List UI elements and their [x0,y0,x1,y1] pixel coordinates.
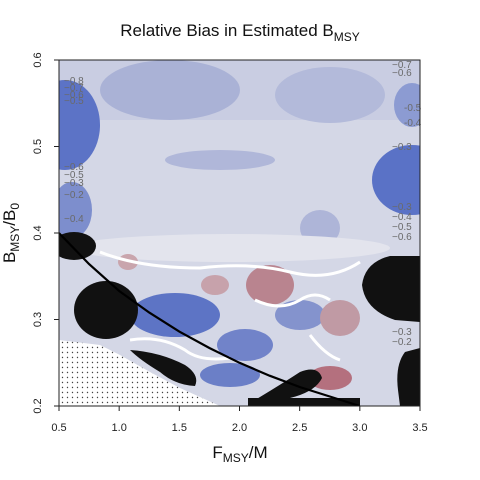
heat-cell-mid-band [165,150,275,170]
contour-label: −0.7 [392,60,412,71]
boundary-curve [59,232,361,406]
masked-regions [59,232,420,406]
x-axis: 0.5 1.0 1.5 2.0 2.5 3.0 3.5 [51,406,428,434]
y-tick-label: 0.6 [32,52,44,67]
x-tick-label: 0.5 [51,422,66,434]
contour-labels-left-mid: −0.6 −0.5 −0.3 −0.2 −0.4 [64,162,84,225]
masked-region-left-lower [74,281,138,339]
y-tick-label: 0.5 [32,139,44,154]
masked-region-bottom-mid [255,369,322,402]
masked-region-left-upper [59,232,96,260]
heat-cell-lower-band [70,234,390,262]
heat-cell-lower-blue-2 [217,329,273,361]
heat-cell-right-blue-2 [394,83,420,127]
heat-cell-red-4 [308,366,352,390]
heat-cell-top-mid [100,60,240,120]
heat-cell-red-2 [201,275,229,295]
x-tick-label: 1.0 [112,422,127,434]
contour-labels-left-top: −0.8 −0.7 −0.6 −0.5 [64,76,84,107]
heat-cell-lower-blue-4 [200,363,260,387]
zero-contour-3 [254,293,331,308]
contour-label: −0.6 [64,90,84,101]
heat-cell-lower-blue-3 [275,300,325,330]
masked-region-bottom-left [130,350,197,386]
zero-bias-contours [99,250,361,362]
contour-label: −0.4 [64,214,84,225]
heat-cell-red-1 [246,265,294,305]
heat-cell-top-right [275,67,385,123]
heat-cell-right-blue [372,145,420,215]
contour-label: −0.5 [64,170,84,181]
contour-label: −0.5 [64,96,84,107]
heatmap-field [59,60,420,390]
chart-title: Relative Bias in Estimated BMSY [120,21,360,44]
contour-label: −0.6 [392,232,412,243]
contour-label: −0.8 [64,76,84,87]
zero-contour-1 [99,250,361,277]
heat-cell-left-blue [59,80,100,170]
heat-cell-left-blue-2 [59,182,92,238]
contour-label: −0.5 [392,222,412,233]
contour-label: −0.2 [392,337,412,348]
y-tick-label: 0.2 [32,398,44,413]
contour-label: −0.3 [64,178,84,189]
contour-label: −0.6 [392,68,412,79]
y-axis: 0.2 0.3 0.4 0.5 0.6 [32,52,59,414]
y-tick-label: 0.4 [32,225,44,240]
masked-region-right-upper [362,256,420,322]
contour-label: −0.2 [64,190,84,201]
x-tick-label: 2.0 [232,422,247,434]
masked-region-bottom-strip [248,398,360,406]
x-axis-label: FMSY/M [212,443,267,465]
heat-cell-lower-blue [130,293,220,337]
plot-area: −0.8 −0.7 −0.6 −0.5 −0.6 −0.5 −0.3 −0.2 … [59,60,420,406]
x-tick-label: 3.5 [412,422,427,434]
zero-contour-4 [308,334,341,362]
zero-contour-2 [129,337,231,361]
y-tick-label: 0.3 [32,312,44,327]
x-tick-label: 2.5 [292,422,307,434]
contour-label: −0.3 [392,142,412,153]
x-tick-label: 3.0 [352,422,367,434]
contour-label: −0.4 [392,212,412,223]
infeasible-region [59,340,220,406]
contour-label-right-minus-0-4: -0.4 [404,118,422,129]
masked-region-right-lower [397,348,420,406]
contour-label: −0.7 [64,83,84,94]
contour-label: −0.6 [64,162,84,173]
contour-label: −0.3 [392,202,412,213]
heat-cell-red-3 [320,300,360,336]
x-tick-label: 1.5 [172,422,187,434]
contour-labels-right: −0.7 −0.6 −0.3 −0.3 −0.4 −0.5 −0.6 −0.3 … [392,60,412,348]
y-axis-label: BMSY/B0 [0,203,22,263]
contour-label-right-minus-0-5: -0.5 [404,103,422,114]
contour-label: −0.3 [392,327,412,338]
